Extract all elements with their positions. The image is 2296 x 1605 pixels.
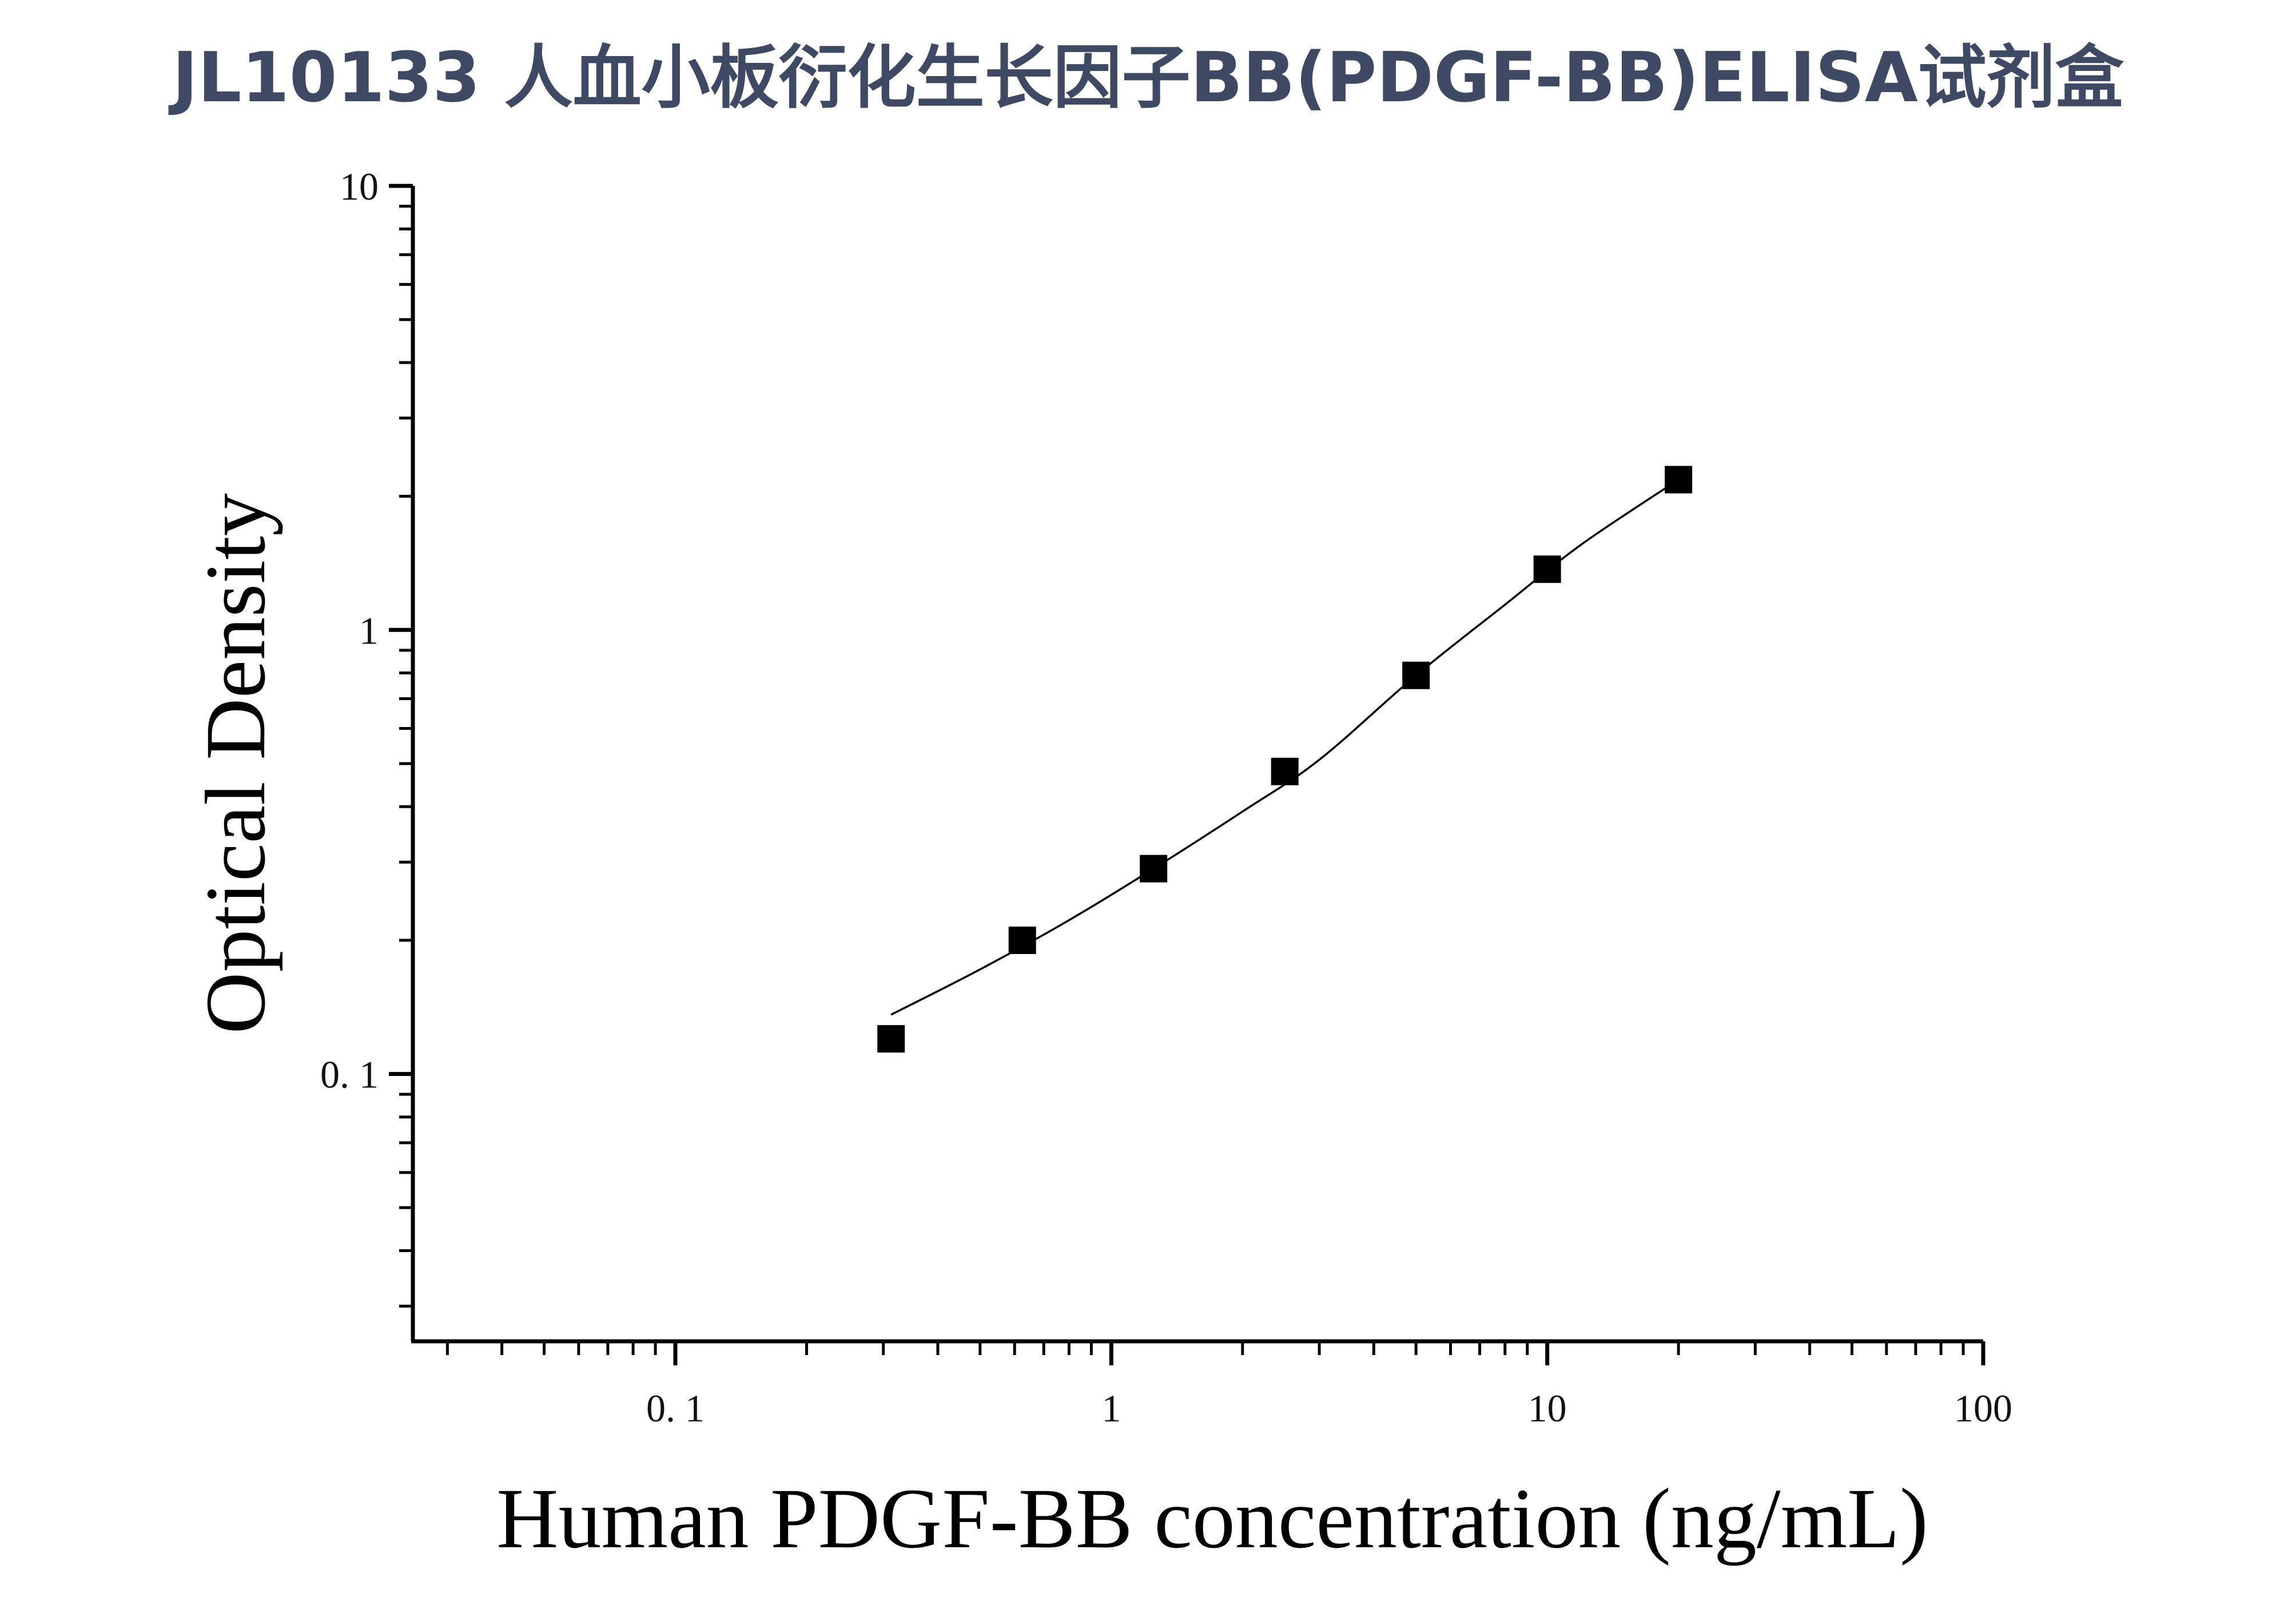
page-title: JL10133 人血小板衍化生长因子BB(PDGF-BB)ELISA试剂盒 xyxy=(172,38,2124,118)
x-axis-ticks: 0. 1 1 10 100 xyxy=(445,1341,2012,1430)
data-point xyxy=(1665,466,1693,494)
x-tick-label: 10 xyxy=(1528,1387,1567,1430)
y-tick-label: 0. 1 xyxy=(320,1053,379,1097)
data-point xyxy=(877,1025,905,1053)
x-tick-label: 0. 1 xyxy=(646,1387,705,1430)
y-tick-label: 10 xyxy=(340,165,379,208)
y-tick-label: 1 xyxy=(359,609,379,652)
data-points xyxy=(877,466,1693,1053)
axes xyxy=(411,186,1983,1344)
x-axis-title: Human PDGF-BB concentration (ng/mL) xyxy=(496,1471,1928,1566)
data-point xyxy=(1008,926,1036,954)
x-tick-label: 1 xyxy=(1101,1387,1121,1430)
data-point xyxy=(1402,661,1430,689)
y-axis-title: Optical Density xyxy=(188,493,283,1034)
data-point xyxy=(1271,757,1299,785)
data-point xyxy=(1140,855,1168,883)
y-axis-ticks: 0. 1 1 10 xyxy=(320,165,413,1308)
data-point xyxy=(1533,555,1561,583)
x-tick-label: 100 xyxy=(1954,1387,2012,1430)
